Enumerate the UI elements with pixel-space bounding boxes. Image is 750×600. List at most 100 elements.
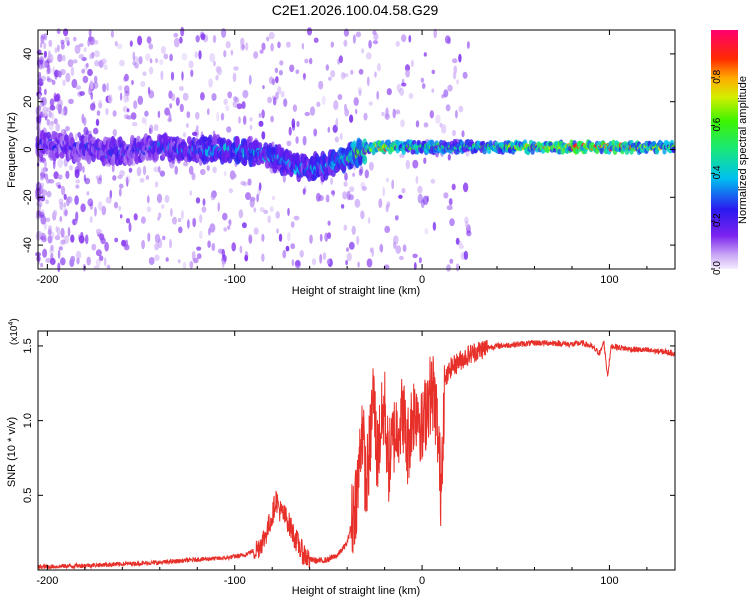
spectrogram-noise-cell: [125, 218, 131, 224]
spectrogram-noise-cell: [98, 255, 104, 262]
spectrogram-noise-cell: [47, 64, 50, 75]
spectrogram-noise-cell: [365, 52, 372, 60]
spectrogram-noise-cell: [215, 74, 219, 81]
spectrogram-noise-cell: [154, 254, 160, 261]
spectrogram-noise-cell: [81, 113, 85, 124]
spectrogram-ridge-cell: [111, 138, 117, 146]
spectrogram-noise-cell: [217, 248, 224, 254]
spectrogram-noise-cell: [95, 228, 102, 235]
spectrogram-noise-cell: [134, 62, 139, 69]
spectrogram-noise-cell: [60, 227, 65, 238]
spectrogram-noise-cell: [138, 56, 143, 65]
spectrogram-noise-cell: [57, 249, 61, 259]
spectrogram-noise-cell: [398, 194, 403, 199]
spectrogram-noise-cell: [462, 71, 468, 79]
spectrogram-noise-cell: [149, 66, 154, 75]
spectrogram-noise-cell: [449, 218, 455, 227]
spectrogram-ridge-cell: [410, 148, 415, 155]
spectrogram-noise-cell: [137, 95, 144, 106]
spectrogram-noise-cell: [72, 218, 76, 226]
spectrogram-noise-cell: [249, 117, 253, 122]
spectrogram-ridge-cell: [486, 149, 492, 154]
spectrogram-noise-cell: [408, 92, 414, 100]
spectrogram-noise-cell: [452, 71, 457, 80]
spectrogram-noise-cell: [222, 254, 227, 262]
spectrogram-noise-cell: [161, 204, 165, 209]
spectrogram-noise-cell: [350, 69, 354, 75]
spectrogram-noise-cell: [208, 78, 214, 88]
spectrogram-noise-cell: [465, 220, 469, 229]
spectrogram-noise-cell: [447, 37, 451, 45]
colorbar-tick-label: 0.2: [712, 213, 723, 227]
spectrogram-noise-cell: [145, 175, 150, 180]
spectrogram-noise-cell: [187, 219, 190, 229]
spectrogram-noise-cell: [340, 71, 346, 80]
spectrogram-noise-cell: [343, 181, 348, 187]
x-tick-label: 100: [600, 575, 618, 587]
x-tick-label: -200: [36, 274, 58, 286]
spectrogram-noise-cell: [456, 79, 459, 85]
spectrogram-noise-cell: [222, 212, 228, 221]
spectrogram-noise-cell: [50, 244, 54, 251]
spectrogram-noise-cell: [146, 195, 150, 204]
spectrogram-noise-cell: [288, 126, 292, 136]
spectrogram-noise-cell: [155, 181, 159, 188]
spectrogram-noise-cell: [97, 177, 102, 185]
spectrogram-noise-cell: [57, 174, 63, 180]
spectrogram-noise-cell: [126, 108, 130, 113]
spectrogram-noise-cell: [168, 90, 173, 99]
spectrogram-noise-cell: [223, 98, 228, 106]
spectrogram-noise-cell: [75, 250, 82, 260]
spectrogram-ridge-cell: [46, 131, 51, 140]
spectrogram-ridge-cell: [662, 148, 667, 155]
spectrogram-noise-cell: [325, 194, 330, 203]
spectrogram-noise-cell: [68, 98, 74, 104]
spectrogram-noise-cell: [216, 111, 220, 122]
spectrogram-noise-cell: [290, 221, 295, 228]
spectrogram-ridge-cell: [170, 151, 176, 161]
spectrogram-noise-cell: [109, 189, 113, 199]
spectrogram-noise-cell: [141, 239, 146, 250]
spectrogram-noise-cell: [78, 235, 85, 244]
spectrogram-noise-cell: [91, 243, 97, 251]
spectrogram-noise-cell: [57, 262, 61, 273]
spectrogram-noise-cell: [159, 59, 164, 66]
spectrogram-noise-cell: [70, 66, 75, 77]
spectrogram-noise-cell: [208, 227, 211, 236]
spectrogram-noise-cell: [263, 209, 269, 214]
spectrogram-noise-cell: [60, 185, 66, 196]
spectrogram-noise-cell: [233, 66, 239, 71]
spectrogram-noise-cell: [48, 179, 55, 184]
spectrogram-noise-cell: [49, 248, 55, 254]
spectrogram-noise-cell: [83, 126, 89, 136]
spectrogram-noise-cell: [278, 69, 283, 76]
x-tick-label: -100: [224, 575, 246, 587]
spectrogram-noise-cell: [232, 100, 238, 108]
spectrogram-noise-cell: [332, 189, 335, 197]
spectrogram-noise-cell: [466, 230, 472, 237]
spectrogram-noise-cell: [346, 252, 352, 262]
spectrogram-noise-cell: [106, 264, 111, 270]
spectrogram-noise-cell: [153, 124, 159, 132]
spectrogram-noise-cell: [110, 30, 114, 38]
spectrogram-noise-cell: [278, 233, 283, 242]
spectrogram-noise-cell: [45, 217, 51, 223]
spectrogram-noise-cell: [249, 124, 253, 131]
spectrogram-noise-cell: [380, 244, 383, 253]
spectrogram-noise-cell: [86, 256, 91, 266]
spectrogram-noise-cell: [67, 226, 71, 237]
x-tick-label: 0: [419, 274, 425, 286]
spectrogram-noise-cell: [441, 94, 445, 99]
snr-multiplier-base: (x10: [9, 325, 20, 345]
spectrogram-noise-cell: [309, 106, 316, 116]
spectrogram-noise-cell: [175, 97, 180, 106]
spectrogram-noise-cell: [67, 196, 71, 202]
spectrogram-noise-cell: [367, 217, 371, 224]
spectrogram-noise-cell: [155, 58, 159, 64]
spectrogram-noise-cell: [93, 127, 99, 135]
y-tick-label: 20: [22, 96, 34, 108]
spectrogram-noise-cell: [46, 76, 50, 81]
spectrogram-noise-cell: [261, 253, 265, 262]
spectrogram-noise-cell: [144, 110, 149, 117]
spectrogram-noise-cell: [451, 183, 456, 191]
